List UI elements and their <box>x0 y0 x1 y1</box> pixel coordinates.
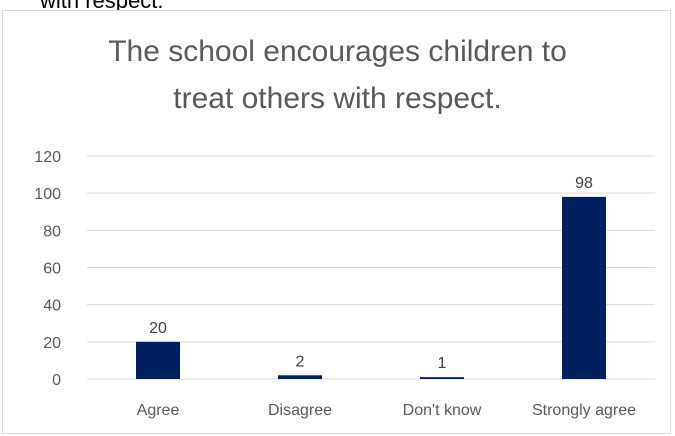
data-label: 98 <box>575 175 593 192</box>
x-tick-label: Strongly agree <box>532 402 636 419</box>
bar <box>136 341 180 379</box>
x-tick-label: Disagree <box>268 402 332 419</box>
y-tick-label: 100 <box>34 186 61 203</box>
bar <box>420 377 464 379</box>
y-tick-label: 20 <box>43 335 61 352</box>
chart-title: The school encourages children to treat … <box>0 28 675 122</box>
bar <box>278 375 322 379</box>
y-tick-label: 60 <box>43 261 61 278</box>
page-fragment-text: with respect. <box>40 0 164 13</box>
y-tick-label: 120 <box>34 149 61 166</box>
y-tick-label: 40 <box>43 298 61 315</box>
data-label: 2 <box>296 353 305 370</box>
chart-title-line-2: treat others with respect. <box>173 82 502 115</box>
data-label: 20 <box>149 320 167 337</box>
x-tick-label: Agree <box>137 402 180 419</box>
data-label: 1 <box>438 355 447 372</box>
x-tick-label: Don't know <box>403 402 482 419</box>
chart-frame <box>2 10 671 434</box>
chart-title-line-1: The school encourages children to <box>108 35 567 68</box>
bar <box>562 196 606 379</box>
y-tick-label: 80 <box>43 223 61 240</box>
y-tick-label: 0 <box>52 372 61 389</box>
